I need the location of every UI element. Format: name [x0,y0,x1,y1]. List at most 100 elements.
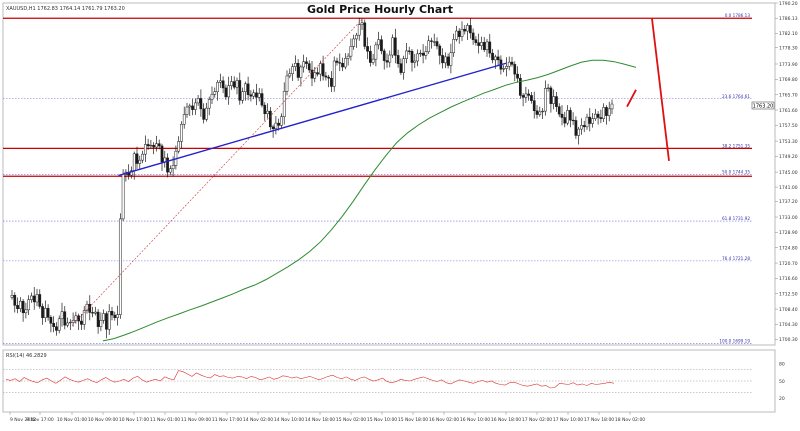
candle-body [535,110,539,115]
candle-body [421,52,425,56]
candle-body [485,41,489,51]
candle-body [105,313,108,330]
candle-body [277,122,281,126]
candle-body [282,91,286,118]
candle-body [482,42,486,51]
candle-body [382,50,386,61]
candle-body [488,41,492,54]
candle-body [146,144,150,147]
candle-body [449,52,453,66]
candle-body [505,65,508,69]
candle-body [441,55,444,64]
candle-body [380,39,383,52]
candle-body [285,75,289,92]
price-tick-label: 1790.20 [779,1,798,7]
fib-label: 50.0 1744.35 [722,170,750,175]
candle-body [321,63,325,77]
candle-body [191,105,194,110]
candle-body [18,300,22,309]
candle-body [582,125,586,128]
candle-body [463,28,467,32]
candle-body [266,110,269,115]
time-tick-label: 11 Nov 09:00 [181,417,211,423]
price-tick-label: 1749.20 [779,154,798,160]
candle-body [171,165,175,170]
candle-body [541,110,544,113]
candle-body [455,30,458,40]
candle-body [188,105,192,108]
candle-body [577,128,581,136]
candle-body [66,322,69,326]
candle-body [199,98,203,110]
candle-body [477,42,481,46]
candle-body [121,174,125,220]
candle-body [571,119,575,122]
candle-body [182,114,186,125]
candle-body [271,126,275,129]
candle-body [257,93,261,98]
candle-body [68,321,72,324]
candle-body [155,143,158,148]
candle-body [418,52,422,55]
candle-body [27,299,31,311]
candle-body [574,120,578,136]
candle-body [324,75,328,78]
projection-down-line [651,18,670,162]
candle-body [593,113,597,119]
candle-body [160,145,164,163]
candle-body [296,62,300,78]
candle-body [368,51,372,63]
candle-body [591,118,594,124]
candle-body [118,218,122,315]
candle-body [396,55,400,64]
rsi-tick-label: 20 [779,396,785,402]
candle-body [168,168,172,173]
candle-body [543,88,547,112]
candle-body [149,144,153,147]
candle-body [138,159,142,164]
symbol-info: XAUUSD,H1 1762.83 1764.14 1761.79 1763.2… [6,6,125,12]
candle-body [552,96,556,104]
candlesticks [10,17,614,339]
candle-body [335,60,339,63]
candle-body [157,143,161,147]
candle-body [299,66,303,78]
candle-body [355,34,358,40]
projection-arrows [626,18,670,162]
candle-body [374,44,378,60]
price-tick-label: 1786.13 [779,16,798,22]
time-tick-label: 16 Nov 18:00 [491,417,521,423]
candle-body [246,83,250,95]
rsi-tick-label: 80 [779,361,785,367]
candle-body [80,320,83,325]
candle-body [274,122,278,129]
candle-body [243,83,247,92]
candle-body [30,295,33,300]
current-price-badge: 1763.20 [753,104,774,110]
candle-body [55,326,58,331]
candle-body [432,41,436,43]
candle-body [352,38,356,47]
current-price-badge-bg [751,101,775,110]
candle-body [43,308,47,318]
time-tick-label: 17 Nov 02:00 [522,417,552,423]
candle-body [252,92,256,97]
candle-body [102,313,106,321]
candle-body [588,116,592,124]
candle-body [227,85,231,98]
time-tick-label: 16 Nov 02:00 [429,417,459,423]
candle-body [568,110,572,121]
fib-label: 23.6 1764.61 [722,94,750,99]
candle-body [343,58,347,68]
candle-body [218,80,222,83]
candle-body [74,315,78,321]
candle-body [96,311,100,327]
candle-body [510,61,514,65]
price-tick-label: 1769.80 [779,77,798,83]
candle-body [263,104,267,115]
price-tick-label: 1761.60 [779,108,798,114]
time-tick-label: 10 Nov 09:00 [88,417,118,423]
candle-body [502,68,506,70]
candle-body [610,103,614,110]
time-tick-label: 17 Nov 18:00 [584,417,614,423]
